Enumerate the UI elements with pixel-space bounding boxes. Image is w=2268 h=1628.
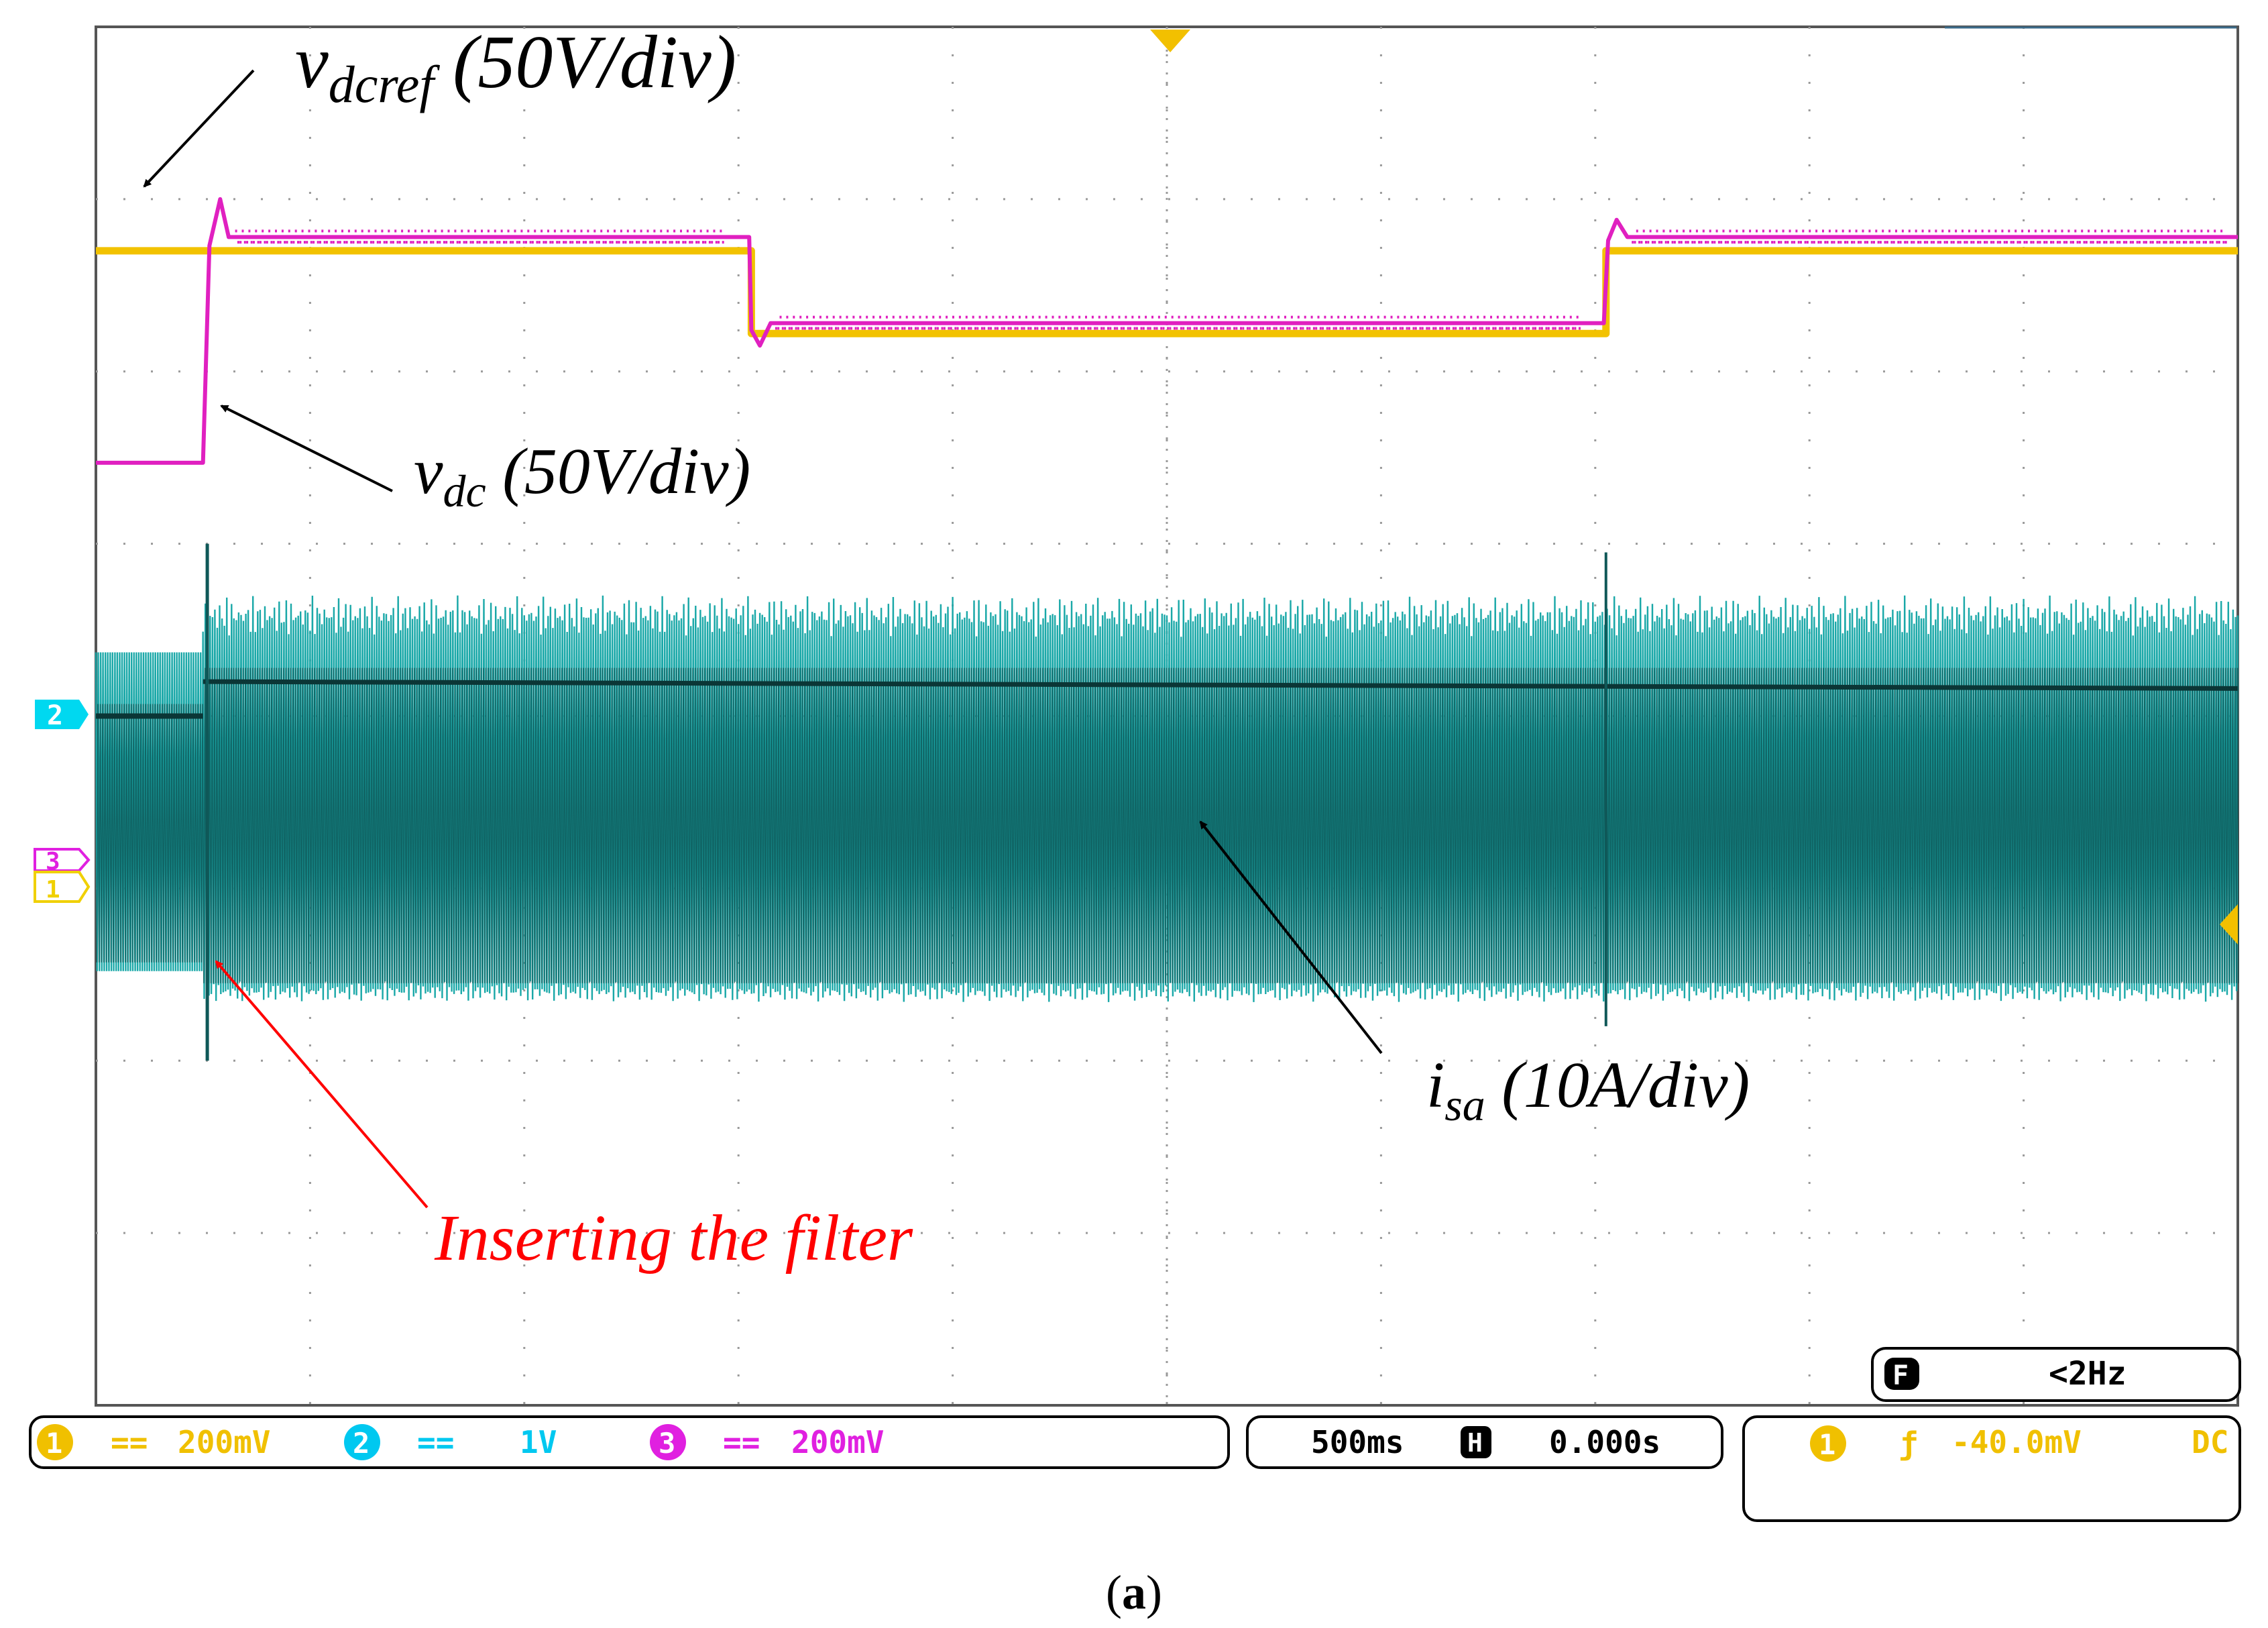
caption-letter: a <box>1122 1566 1146 1619</box>
timebase-value: 500ms <box>1311 1424 1404 1460</box>
caption-open: ( <box>1106 1566 1122 1619</box>
vdc-symbol: v <box>414 435 443 508</box>
caption-close: ) <box>1146 1566 1162 1619</box>
inserting-filter-label: Inserting the filter <box>434 1202 913 1274</box>
ch1-number: 1 <box>46 1427 62 1460</box>
series-ch2-trace <box>95 595 2239 1002</box>
timebase-position: 0.000s <box>1549 1424 1660 1460</box>
trigger-coupling: DC <box>2192 1424 2228 1460</box>
series-ch3-noise <box>235 229 2227 330</box>
trigger-position-marker <box>1150 30 1190 52</box>
channel-settings-box: 1 == 200mV 2 == 1V 3 == 200mV <box>29 1415 1230 1469</box>
series-ch2-body <box>96 667 2239 983</box>
vdc-scale: (50V/div) <box>486 435 751 508</box>
annotation-isa: isa (10A/div) <box>1199 820 1750 1130</box>
filter-badge: F <box>1892 1360 1909 1391</box>
annotation-inserting-filter: Inserting the filter <box>215 960 913 1274</box>
series-ch2-center-post <box>203 679 2238 691</box>
ch3-coupling: == <box>723 1424 760 1460</box>
svg-text:isa (10A/div): isa (10A/div) <box>1426 1049 1750 1130</box>
ch3-number: 3 <box>659 1427 675 1460</box>
svg-text:vdc (50V/div): vdc (50V/div) <box>414 435 750 517</box>
vdcref-symbol: v <box>295 21 329 104</box>
isa-subscript: sa <box>1444 1079 1485 1130</box>
annotation-vdcref: vdcref (50V/div) <box>143 21 736 188</box>
filter-readout: F <2Hz <box>1871 1347 2241 1402</box>
svg-text:vdcref (50V/div): vdcref (50V/div) <box>295 21 736 113</box>
vdc-subscript: dc <box>443 466 486 517</box>
vdcref-subscript: dcref <box>329 55 441 113</box>
channel-2-marker: 2 <box>35 700 89 731</box>
trigger-level: -40.0mV <box>1951 1424 2082 1460</box>
ch1-scale: 200mV <box>178 1424 270 1460</box>
trigger-slope: ƒ <box>1899 1425 1918 1462</box>
series-ch3-trace <box>96 197 2238 465</box>
timebase-badge: H <box>1467 1428 1483 1458</box>
channel-2-marker-label: 2 <box>47 700 63 731</box>
traces <box>95 197 2239 1061</box>
annotation-vdc: vdc (50V/div) <box>220 404 750 517</box>
trigger-source: 1 <box>1819 1428 1835 1461</box>
figure-caption: (a) <box>1106 1566 1162 1619</box>
channel-3-marker: 3 <box>34 848 91 875</box>
filter-value: <2Hz <box>2049 1355 2127 1393</box>
vdcref-scale: (50V/div) <box>434 21 736 104</box>
ch2-scale: 1V <box>520 1424 557 1460</box>
timebase-box: 500ms H 0.000s <box>1246 1415 1723 1469</box>
channel-1-marker: 1 <box>34 871 91 904</box>
isa-scale: (10A/div) <box>1485 1049 1750 1122</box>
trigger-box: 1 ƒ -40.0mV DC <box>1742 1415 2241 1522</box>
trigger-level-marker <box>2220 904 2238 944</box>
ch2-coupling: == <box>417 1424 454 1460</box>
channel-3-marker-label: 3 <box>46 848 60 875</box>
ch1-coupling: == <box>111 1424 148 1460</box>
channel-1-marker-label: 1 <box>46 876 60 904</box>
ch3-scale: 200mV <box>791 1424 884 1460</box>
ch2-number: 2 <box>353 1427 370 1460</box>
isa-symbol: i <box>1426 1049 1444 1122</box>
